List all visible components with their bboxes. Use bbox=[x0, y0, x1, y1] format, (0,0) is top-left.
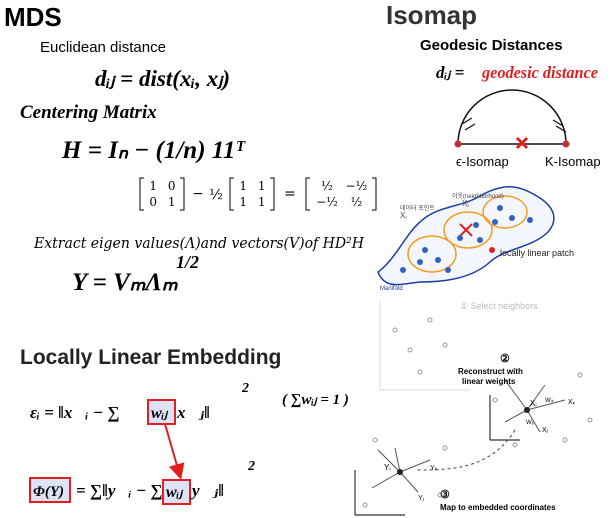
step3-text: Map to embedded coordinates bbox=[440, 503, 556, 512]
isomap-formula-lhs: dᵢⱼ = bbox=[436, 63, 464, 82]
cost-formula-weight: wᵢⱼ bbox=[166, 484, 183, 501]
xk-label: Xₖ bbox=[568, 399, 576, 406]
manifold-figure bbox=[377, 186, 555, 286]
bracket bbox=[139, 177, 144, 211]
centering-formula: H = Iₙ − (1/n) 11ᵀ bbox=[61, 137, 246, 164]
isomap-formula-rhs: geodesic distance bbox=[481, 63, 598, 82]
bracket bbox=[305, 177, 310, 211]
matrix-entry: 1 bbox=[239, 179, 247, 193]
matrix-entry: ½ bbox=[351, 195, 363, 209]
matrix-equation: 1 00 1− ½1 11 1 = ½ −½−½ ½ bbox=[139, 177, 377, 211]
patch-label: locally linear patch bbox=[500, 248, 574, 258]
embedding-power: 1/2 bbox=[176, 252, 199, 272]
bracket bbox=[180, 177, 185, 211]
step3-number: ③ bbox=[440, 489, 450, 501]
wij-label: Wᵢⱼ bbox=[526, 420, 534, 426]
matrix-entry: 1 bbox=[258, 195, 266, 209]
xj-label: Xⱼ bbox=[462, 199, 469, 208]
lle-title: Locally Linear Embedding bbox=[20, 346, 281, 369]
constraint: ( ∑wᵢⱼ = 1 ) bbox=[282, 392, 349, 408]
distance-formula: dᵢⱼ = dist(xᵢ, xⱼ) bbox=[95, 66, 230, 91]
centering-label: Centering Matrix bbox=[20, 102, 157, 123]
matrix-entry: −½ bbox=[346, 179, 368, 193]
matrix-entry: 0 bbox=[149, 195, 157, 209]
distance-label: Euclidean distance bbox=[40, 39, 166, 56]
bracket bbox=[229, 177, 234, 211]
xi-label: Xᵢ bbox=[530, 399, 537, 408]
weight-box bbox=[162, 479, 191, 505]
matrix-entry: ½ bbox=[321, 179, 333, 193]
data-point-label: 데이터 포인트 bbox=[400, 204, 435, 212]
error-formula-weight: wᵢⱼ bbox=[151, 405, 168, 422]
step2-number: ② bbox=[500, 353, 510, 365]
cost-formula-power: 2 bbox=[247, 459, 255, 474]
matrix-entry: 1 bbox=[168, 195, 176, 209]
yj-label: Yⱼ bbox=[418, 495, 424, 502]
xi-label: Xᵢ bbox=[400, 211, 407, 220]
matrix-entry: 0 bbox=[168, 179, 176, 193]
operator: = bbox=[284, 186, 296, 202]
step1-label: ① Select neighbors bbox=[460, 301, 538, 311]
neighborhood-label: 이웃(neighborhood) bbox=[452, 192, 504, 200]
arrow bbox=[164, 423, 185, 480]
mds-title: MDS bbox=[4, 2, 62, 32]
yk-label: Yₖ bbox=[430, 465, 438, 472]
cost-formula-phi: Φ(Y) bbox=[33, 484, 64, 500]
matrix-entry: 1 bbox=[258, 179, 266, 193]
xj-label: Xⱼ bbox=[542, 427, 548, 434]
isomap-title: Isomap bbox=[386, 0, 477, 30]
manifold-label: Manifold bbox=[380, 286, 403, 292]
operator: − bbox=[192, 186, 204, 202]
matrix-entry: 1 bbox=[239, 195, 247, 209]
epsilon-label: ϵ-Isomap bbox=[456, 154, 509, 169]
bracket bbox=[270, 177, 275, 211]
cost-formula-part: = ∑‖y⃗ᵢ − ∑ bbox=[76, 481, 163, 500]
step2-text: linear weights bbox=[462, 377, 516, 386]
error-formula-part: x⃗ⱼ‖ bbox=[176, 403, 210, 422]
lle-figure bbox=[354, 300, 593, 516]
bracket bbox=[372, 177, 377, 211]
cost-formula-part: y⃗ⱼ‖ bbox=[190, 481, 224, 500]
matrix-entry: 1 bbox=[149, 179, 157, 193]
eigen-label: Extract eigen values(Λ)and vectors(V)of … bbox=[33, 234, 365, 252]
phi-box bbox=[29, 477, 71, 503]
geodesic-diagram bbox=[454, 89, 570, 150]
embedding-formula: Y = VₘΛₘ bbox=[72, 269, 179, 296]
step2-text: Reconstruct with bbox=[458, 367, 523, 376]
k-label: K-Isomap bbox=[545, 154, 601, 169]
wik-label: Wᵢₖ bbox=[545, 398, 555, 404]
yi-label: Yᵢ bbox=[384, 463, 391, 472]
isomap-subtitle: Geodesic Distances bbox=[420, 37, 563, 54]
coefficient: ½ bbox=[209, 187, 223, 203]
error-formula-power: 2 bbox=[241, 381, 249, 396]
matrix-entry: −½ bbox=[316, 195, 338, 209]
error-formula-part: εᵢ = ‖x⃗ᵢ − ∑ bbox=[30, 403, 119, 422]
weight-box bbox=[147, 399, 176, 425]
